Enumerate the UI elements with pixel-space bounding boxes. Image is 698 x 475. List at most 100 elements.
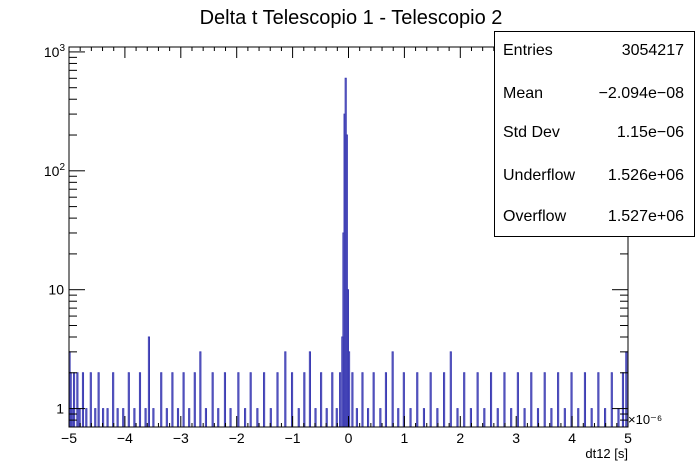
- histogram-bin: [543, 372, 546, 427]
- histogram-bin: [138, 372, 142, 427]
- stat-name: Underflow: [503, 167, 576, 184]
- histogram-bin: [536, 408, 540, 427]
- histogram-bin: [597, 372, 600, 427]
- histogram-bin: [372, 372, 375, 427]
- histogram-bin: [469, 408, 472, 427]
- histogram-bin: [102, 408, 105, 427]
- stat-row-underflow: Underflow 1.526e+06: [503, 167, 684, 191]
- histogram-bin: [160, 372, 163, 427]
- histogram-bin: [284, 351, 287, 427]
- histogram-bin: [345, 134, 348, 427]
- x-tick-label: 5: [624, 430, 632, 446]
- x-tick-label: −5: [61, 430, 77, 446]
- histogram-bin: [610, 372, 613, 427]
- histogram-bin: [351, 372, 354, 427]
- x-tick-label: −3: [173, 430, 189, 446]
- histogram-bin: [325, 408, 328, 427]
- histogram-bin: [193, 372, 196, 427]
- histogram-bin: [436, 408, 439, 427]
- histogram-bin: [391, 351, 394, 427]
- histogram-bin: [147, 336, 150, 427]
- histogram-bin: [530, 372, 533, 427]
- x-tick-label: −1: [285, 430, 301, 446]
- histogram-bin: [496, 408, 499, 427]
- histogram-bin: [331, 372, 334, 427]
- x-tick-label: 3: [512, 430, 520, 446]
- histogram-bin: [122, 408, 125, 427]
- x-tick-label: −4: [117, 430, 133, 446]
- histogram-bin: [570, 372, 573, 427]
- histogram-bin: [81, 372, 85, 427]
- stat-row-std-dev: Std Dev 1.15e−06: [503, 124, 684, 148]
- x-tick-label: −2: [229, 430, 245, 446]
- histogram-bin: [97, 372, 100, 427]
- histogram-bin: [269, 408, 272, 427]
- y-tick-label: 1: [56, 401, 64, 417]
- x-axis-label: dt12 [s]: [585, 446, 628, 461]
- histogram-bin: [199, 351, 202, 427]
- histogram-bin: [237, 372, 240, 427]
- chart-title: Delta t Telescopio 1 - Telescopio 2: [200, 7, 503, 29]
- y-tick-label: 10: [48, 282, 64, 298]
- histogram-bin: [456, 408, 459, 427]
- histogram-bin: [152, 408, 155, 427]
- histogram-bin: [590, 408, 593, 427]
- histogram-bin: [211, 372, 214, 427]
- x-tick-label: 1: [401, 430, 409, 446]
- histogram-bin: [503, 372, 506, 427]
- stat-value: 1.526e+06: [607, 167, 684, 184]
- histogram-bin: [320, 372, 323, 427]
- histogram-bin: [72, 372, 76, 427]
- histogram-bin: [188, 408, 191, 427]
- histogram-bin: [335, 408, 338, 427]
- histogram-bin: [217, 408, 220, 427]
- stat-name: Overflow: [503, 208, 567, 225]
- stat-row-mean: Mean −2.094e−08: [503, 85, 684, 109]
- histogram-bin: [583, 372, 587, 427]
- histogram-bin: [339, 372, 342, 427]
- histogram-bin: [516, 372, 519, 427]
- histogram-bin: [416, 372, 419, 427]
- histogram-bin: [89, 372, 92, 427]
- histogram-bin: [429, 372, 432, 427]
- stat-value: 1.527e+06: [607, 208, 684, 225]
- histogram-bin: [314, 408, 317, 427]
- histogram-bin: [563, 408, 566, 427]
- histogram-bin: [303, 372, 306, 427]
- histogram-bin: [397, 408, 400, 427]
- histogram-bin: [379, 408, 382, 427]
- histogram-bin: [402, 372, 405, 427]
- stat-name: Mean: [503, 85, 544, 102]
- histogram-bin: [244, 408, 247, 427]
- histogram-bin: [112, 372, 115, 427]
- histogram-bin: [557, 372, 560, 427]
- x-axis-exponent: ×10⁻⁶: [628, 412, 662, 427]
- histogram-bin: [361, 372, 364, 427]
- histogram-bin: [443, 372, 446, 427]
- histogram-bin: [106, 408, 109, 427]
- stat-row-overflow: Overflow 1.527e+06: [503, 208, 684, 232]
- histogram-bin: [76, 372, 79, 427]
- x-tick-label: 0: [345, 430, 353, 446]
- histogram-bin: [483, 408, 486, 427]
- stats-box: Entries 3054217 Mean −2.094e−08 Std Dev …: [494, 31, 695, 237]
- histogram-bin: [604, 408, 607, 427]
- histogram-bin: [297, 408, 300, 427]
- histogram-bin: [449, 351, 452, 427]
- histogram-bin: [463, 372, 466, 427]
- histogram-bin: [133, 408, 136, 427]
- histogram-bin: [171, 372, 174, 427]
- stat-value: 1.15e−06: [616, 124, 684, 141]
- histogram-bin: [523, 408, 526, 427]
- histogram-bin: [617, 408, 620, 427]
- histogram-bin: [422, 408, 426, 427]
- stat-row-entries: Entries 3054217: [503, 42, 684, 66]
- histogram-bin: [229, 408, 232, 427]
- histogram-bin: [308, 351, 311, 427]
- histogram-bin: [165, 408, 168, 427]
- histogram-bin: [348, 351, 351, 427]
- stat-value: −2.094e−08: [598, 85, 684, 102]
- histogram-bin: [367, 408, 370, 427]
- histogram-bin: [384, 372, 388, 427]
- histogram-bin: [116, 408, 119, 427]
